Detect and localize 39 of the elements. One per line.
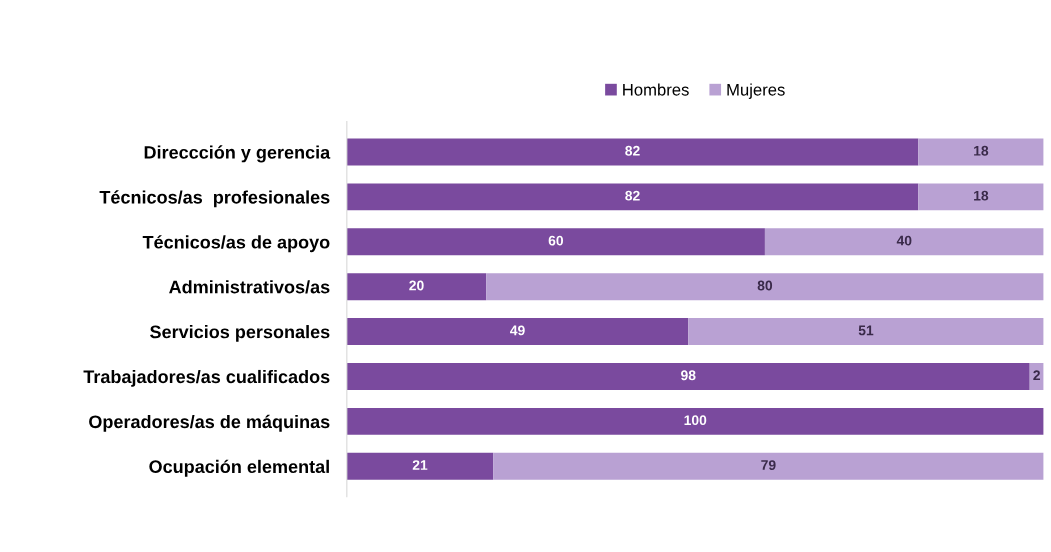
bar [346, 138, 919, 166]
y-tick-label: Administrativos/as [169, 280, 330, 294]
legend-label: Hombres [623, 83, 689, 96]
data-label: 100 [684, 415, 707, 426]
y-tick-label: Técnicos/as profesionales [99, 190, 330, 208]
bar [346, 407, 1044, 435]
data-label: 98 [681, 370, 696, 381]
bar [764, 228, 1044, 256]
data-label: 60 [548, 235, 564, 246]
data-label: 40 [896, 235, 912, 246]
data-label: 20 [409, 280, 424, 291]
bar [688, 318, 1044, 346]
bar [346, 318, 689, 346]
bar [346, 273, 487, 301]
data-label: 21 [412, 460, 428, 470]
bar [346, 452, 494, 480]
data-label: 2 [1033, 370, 1040, 381]
bar [918, 138, 1044, 166]
y-tick-label: Operadores/as de máquinas [89, 414, 330, 432]
data-label: 79 [761, 460, 776, 470]
y-tick-label: Trabajadores/as cualificados [83, 369, 330, 387]
y-tick-label: Ocupación elemental [149, 459, 329, 477]
y-tick-label: Direccción y gerencia [144, 145, 331, 163]
bar [346, 363, 1030, 390]
data-label: 82 [625, 190, 640, 201]
bar [918, 183, 1044, 211]
data-label: 80 [757, 280, 773, 291]
data-label: 51 [858, 325, 874, 336]
data-label: 18 [974, 145, 989, 156]
bar [346, 228, 765, 256]
legend-label: Mujeres [727, 83, 785, 99]
data-label: 49 [510, 325, 525, 336]
y-tick-label: Servicios personales [150, 325, 330, 342]
bar [346, 183, 919, 211]
bar [493, 452, 1044, 480]
bar [486, 273, 1044, 301]
data-label: 18 [974, 190, 989, 201]
data-label: 82 [625, 145, 640, 156]
y-tick-label: Técnicos/as de apoyo [142, 235, 330, 253]
